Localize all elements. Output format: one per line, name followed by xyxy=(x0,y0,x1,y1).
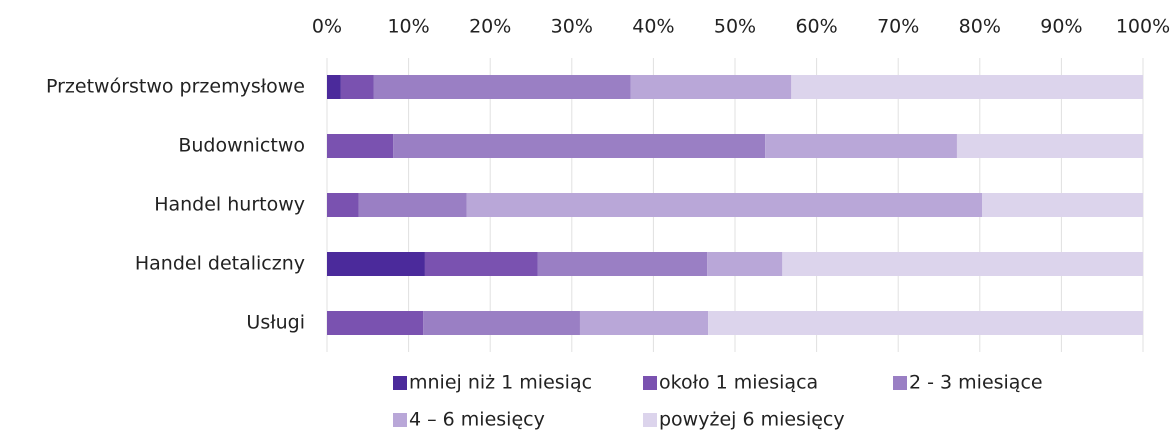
legend-label: 4 – 6 miesięcy xyxy=(409,409,545,431)
legend-swatch xyxy=(643,413,657,427)
bar-segment xyxy=(956,134,1143,158)
y-tick-label: Budownictwo xyxy=(178,135,305,157)
y-tick-label: Handel detaliczny xyxy=(135,253,305,275)
x-tick-label: 90% xyxy=(1040,16,1082,38)
x-tick-label: 30% xyxy=(551,16,593,38)
bar-segment xyxy=(707,252,783,276)
bar-segment xyxy=(393,134,766,158)
x-tick-label: 50% xyxy=(714,16,756,38)
bar-segment xyxy=(466,193,983,217)
y-tick-label: Przetwórstwo przemysłowe xyxy=(46,76,305,98)
bar-segment xyxy=(537,252,708,276)
bar-segment xyxy=(373,75,631,99)
x-tick-label: 20% xyxy=(469,16,511,38)
legend-label: mniej niż 1 miesiąc xyxy=(409,372,592,394)
bar-segment xyxy=(340,75,374,99)
bar-segment xyxy=(358,193,467,217)
bar-segment xyxy=(423,311,580,335)
bar-segment xyxy=(327,75,341,99)
legend-label: powyżej 6 miesięcy xyxy=(659,409,845,431)
x-tick-label: 0% xyxy=(312,16,342,38)
bar-segment xyxy=(708,311,1143,335)
bar-segment xyxy=(982,193,1143,217)
bar-segment xyxy=(327,252,425,276)
legend-swatch xyxy=(643,376,657,390)
x-tick-label: 100% xyxy=(1116,16,1170,38)
bar-segment xyxy=(424,252,538,276)
bar-segment xyxy=(327,311,424,335)
y-tick-label: Usługi xyxy=(246,312,305,334)
bar-segment xyxy=(782,252,1143,276)
x-tick-label: 10% xyxy=(387,16,429,38)
bar-segment xyxy=(579,311,709,335)
bar-segment xyxy=(630,75,792,99)
legend-swatch xyxy=(893,376,907,390)
legend-label: około 1 miesiąca xyxy=(659,372,818,394)
x-tick-label: 80% xyxy=(959,16,1001,38)
x-tick-label: 70% xyxy=(877,16,919,38)
bar-segment xyxy=(327,134,394,158)
bar-segment xyxy=(327,193,359,217)
legend-swatch xyxy=(393,376,407,390)
bar-segment xyxy=(765,134,957,158)
x-tick-label: 40% xyxy=(632,16,674,38)
legend-label: 2 - 3 miesiące xyxy=(909,372,1043,394)
y-tick-label: Handel hurtowy xyxy=(154,194,305,216)
legend-swatch xyxy=(393,413,407,427)
x-tick-label: 60% xyxy=(795,16,837,38)
bar-segment xyxy=(791,75,1143,99)
